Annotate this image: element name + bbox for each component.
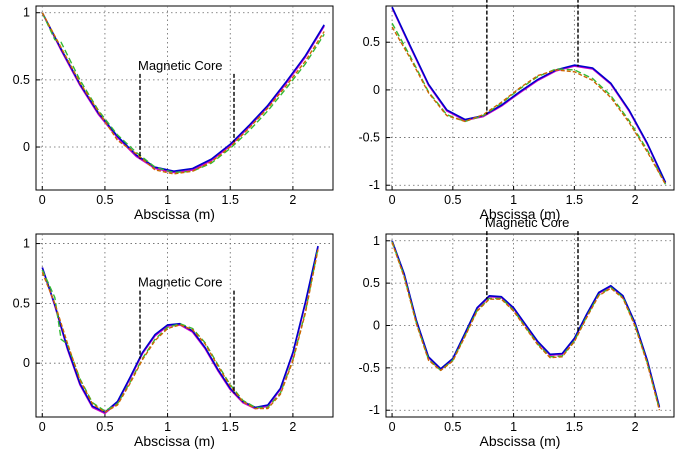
- x-axis-label: Abscissa (m): [134, 206, 215, 222]
- x-axis-label: Abscissa (m): [134, 433, 215, 449]
- annotation-label: Magnetic Core: [485, 215, 570, 230]
- series-line-3: [391, 22, 667, 185]
- x-tick-label: 0: [39, 193, 46, 207]
- y-tick-label: 0.5: [13, 296, 30, 310]
- x-tick-label: 2: [289, 420, 296, 434]
- y-tick-label: -1: [369, 178, 380, 192]
- x-tick-label: 0: [389, 193, 396, 207]
- x-tick-label: 1: [510, 193, 517, 207]
- y-tick-label: 1: [373, 234, 380, 248]
- y-tick-label: 0.5: [13, 73, 30, 87]
- y-tick-label: 0.5: [363, 276, 380, 290]
- x-tick-label: 1.5: [566, 193, 583, 207]
- axes-frame: [35, 5, 334, 191]
- y-tick-label: 1: [23, 237, 30, 251]
- x-tick-label: 0.5: [444, 420, 461, 434]
- x-tick-label: 0.5: [96, 420, 113, 434]
- x-tick-label: 0: [39, 420, 46, 434]
- series-line-4: [41, 249, 319, 413]
- y-tick-label: 0: [23, 140, 30, 154]
- x-tick-label: 0.5: [96, 193, 113, 207]
- axes-frame: [385, 5, 675, 191]
- x-tick-label: 1: [164, 420, 171, 434]
- x-tick-label: 0: [389, 420, 396, 434]
- series-line-3: [391, 241, 661, 410]
- y-tick-label: -0.5: [358, 131, 380, 145]
- series-line-2: [41, 245, 319, 413]
- x-tick-label: 1: [164, 193, 171, 207]
- x-axis-label: Abscissa (m): [480, 433, 561, 449]
- y-tick-label: 0: [373, 319, 380, 333]
- series-line-4: [41, 12, 325, 175]
- y-tick-label: -1: [369, 403, 380, 417]
- series-line-3: [41, 248, 319, 412]
- x-tick-label: 0.5: [444, 193, 461, 207]
- series-line-2: [391, 6, 667, 183]
- y-tick-label: 1: [23, 6, 30, 20]
- y-tick-label: 0: [23, 356, 30, 370]
- x-tick-label: 1.5: [222, 420, 239, 434]
- x-tick-label: 1.5: [222, 193, 239, 207]
- y-tick-label: -0.5: [358, 361, 380, 375]
- x-tick-label: 2: [632, 193, 639, 207]
- x-tick-label: 1.5: [566, 420, 583, 434]
- x-tick-label: 2: [289, 193, 296, 207]
- x-tick-label: 2: [632, 420, 639, 434]
- y-tick-label: 0: [373, 83, 380, 97]
- series-line-4: [391, 26, 667, 185]
- y-tick-label: 0.5: [363, 35, 380, 49]
- x-tick-label: 1: [510, 420, 517, 434]
- series-line-4: [391, 242, 661, 411]
- annotation-label: Magnetic Core: [138, 58, 223, 73]
- x-axis-label: Abscissa (m): [480, 206, 561, 222]
- series-line-3: [41, 12, 325, 174]
- series-line-2: [391, 240, 661, 408]
- annotation-label: Magnetic Core: [138, 275, 223, 290]
